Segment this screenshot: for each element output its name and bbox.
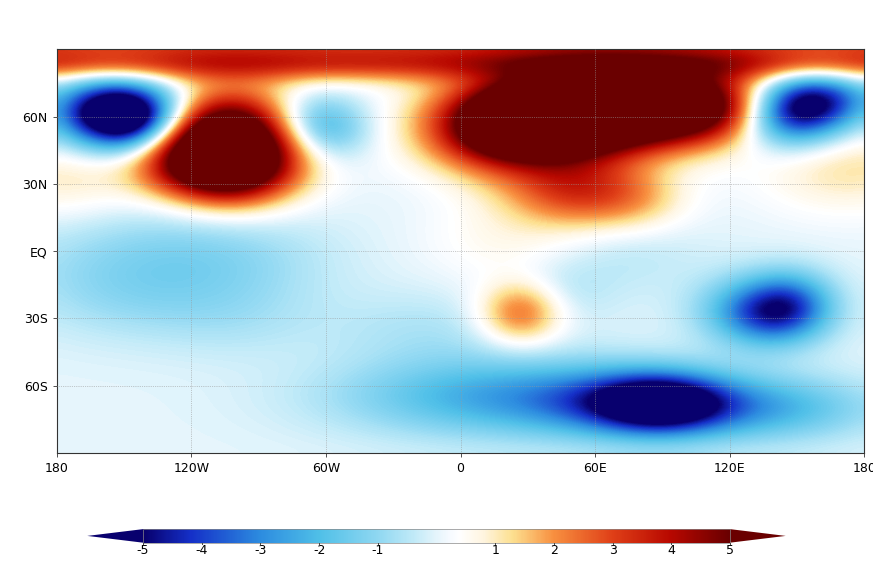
Text: -1: -1	[372, 544, 384, 557]
Text: 1: 1	[491, 544, 499, 557]
Bar	[143, 529, 730, 542]
Text: 4: 4	[667, 544, 675, 557]
Text: -5: -5	[137, 544, 149, 557]
Polygon shape	[730, 529, 786, 542]
Text: -3: -3	[254, 544, 266, 557]
Text: 3: 3	[608, 544, 616, 557]
Text: 2: 2	[550, 544, 558, 557]
Text: -4: -4	[196, 544, 208, 557]
Text: -2: -2	[313, 544, 326, 557]
Polygon shape	[87, 529, 143, 542]
Text: 5: 5	[726, 544, 734, 557]
